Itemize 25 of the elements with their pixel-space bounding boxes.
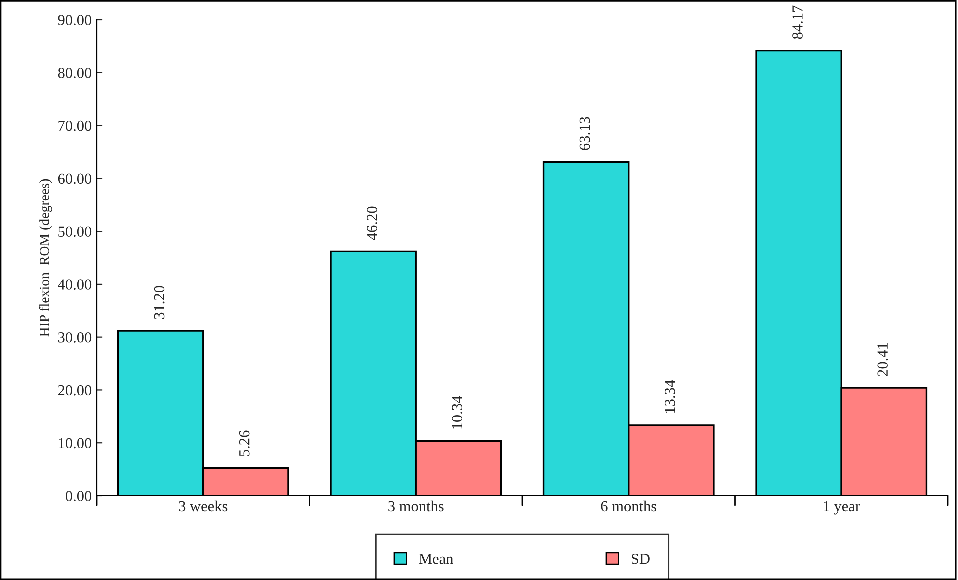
data-label: 84.17 [792, 6, 803, 40]
x-tick-label: 3 weeks [179, 500, 228, 512]
data-label: 46.20 [367, 206, 378, 240]
data-label: 13.34 [664, 380, 676, 413]
y-tick-label: 40.00 [58, 280, 92, 290]
data-label: 10.34 [452, 396, 463, 429]
data-label: 31.20 [154, 286, 165, 320]
legend-label: Mean [419, 554, 454, 564]
y-tick-label: 10.00 [59, 438, 92, 449]
y-tick-label: 20.00 [58, 385, 92, 396]
x-tick-label: 1 year [824, 501, 860, 515]
y-tick-label: 30.00 [58, 332, 92, 343]
y-tick-label: 50.00 [58, 226, 92, 238]
data-label: 5.26 [239, 430, 250, 456]
data-label: 63.13 [580, 117, 590, 150]
y-tick-label: 80.00 [58, 68, 92, 78]
y-tick-label: 90.00 [58, 15, 92, 26]
x-tick-label: 6 months [601, 500, 657, 512]
data-label: 20.41 [878, 343, 888, 376]
y-tick-label: 60.00 [58, 174, 92, 184]
y-axis-title: HIP flexion ROM (degrees) [39, 179, 52, 337]
legend-label: SD [632, 554, 650, 564]
y-tick-label: 0.00 [66, 491, 92, 502]
y-tick-label: 70.00 [58, 120, 92, 132]
x-tick-label: 3 months [388, 500, 444, 512]
